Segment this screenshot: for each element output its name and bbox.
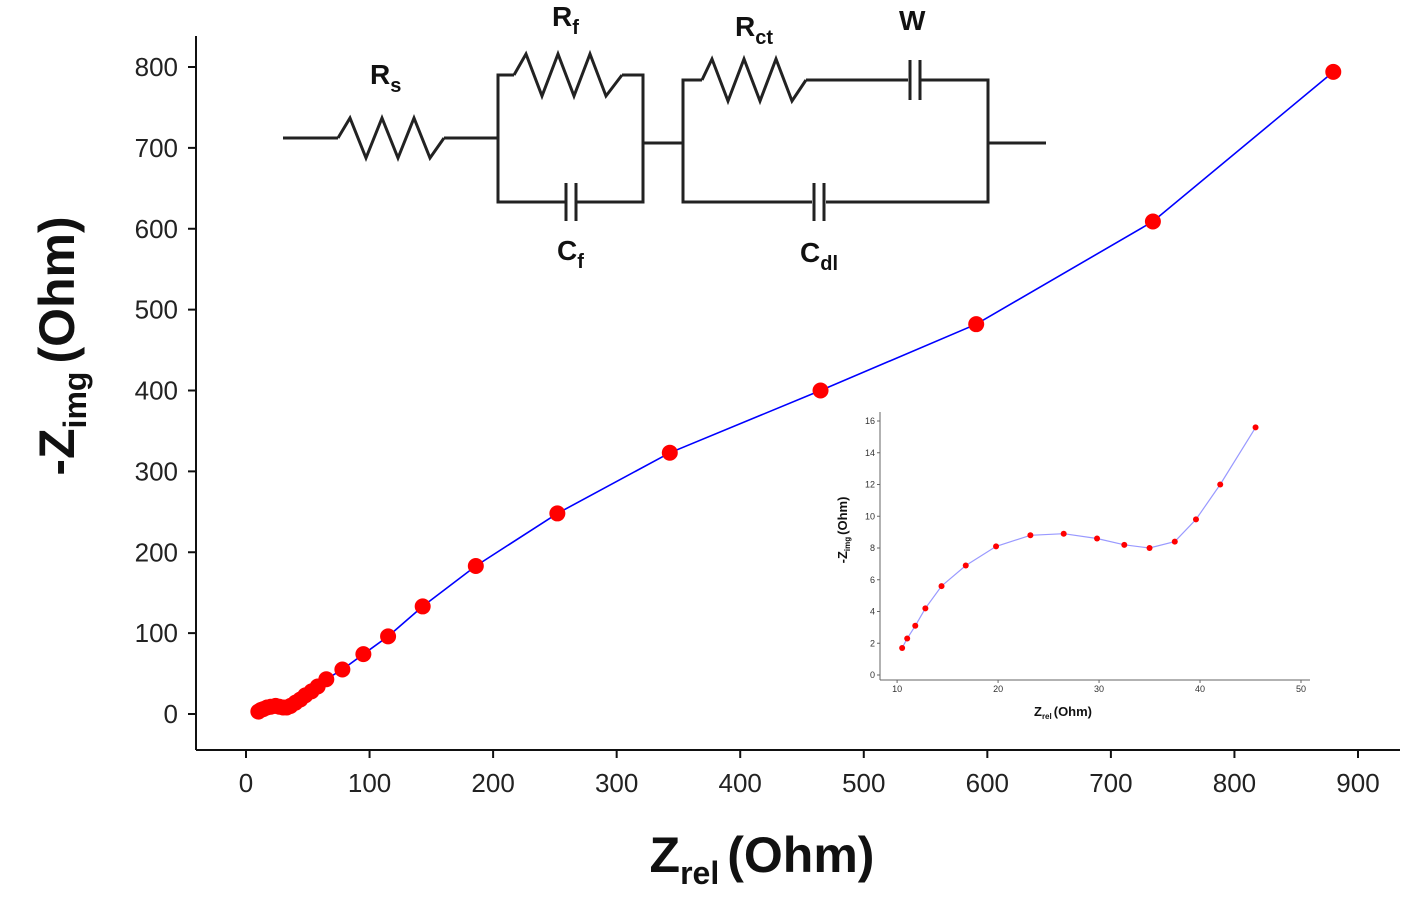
inset-x-tick-label: 40 (1195, 684, 1205, 694)
inset-y-tick-label: 16 (865, 416, 875, 426)
label-cdl: Cdl (800, 237, 838, 275)
y-tick-label: 600 (135, 214, 178, 244)
inset-data-point (1094, 535, 1101, 542)
inset-data-point (1217, 481, 1224, 488)
inset-y-tick-label: 0 (870, 670, 875, 680)
inset-x-axis-title: Zrel (Ohm) (1034, 704, 1092, 721)
y-axis-ticks: 0 100 200 300 400 500 600 700 800 (135, 52, 196, 729)
data-point (380, 628, 397, 645)
x-tick-label: 500 (842, 768, 885, 798)
x-tick-label: 100 (348, 768, 391, 798)
inset-series-line (901, 427, 1257, 649)
inset-y-axis-title: -Zimg(Ohm) (835, 497, 852, 564)
y-tick-label: 400 (135, 376, 178, 406)
inset-y-axis-ticks: 0 2 4 6 8 10 12 14 16 (865, 416, 880, 680)
inset-data-point (962, 562, 969, 569)
rf-cf-block-frame (496, 73, 645, 204)
main-axes: 0 100 200 300 400 500 600 700 800 900 01002003004… (135, 36, 1400, 798)
y-axis-title-unit: (Ohm) (29, 216, 85, 363)
inset-x-tick-label: 10 (892, 684, 902, 694)
inset-y-tick-label: 2 (870, 638, 875, 648)
data-point (968, 316, 985, 333)
data-point (334, 661, 351, 678)
y-tick-label: 800 (135, 52, 178, 82)
x-axis-title-sub: rel (680, 855, 719, 891)
inset-chart: 10 20 30 40 50 0 2 4 6 8 10 12 14 16 Zrel (Ohm) -Zimg… (835, 412, 1310, 721)
x-tick-label: 0 (239, 768, 253, 798)
inset-y-tick-label: 4 (870, 607, 875, 617)
resistor-rf (512, 49, 624, 101)
data-point (355, 646, 372, 663)
inset-data-point (1146, 545, 1153, 551)
inset-data-point (922, 605, 929, 612)
x-axis-title-unit: (Ohm) (727, 827, 874, 883)
inset-data-point (899, 645, 906, 652)
label-cf: Cf (557, 235, 584, 273)
inset-data-point (1171, 538, 1178, 545)
resistor-rs (336, 113, 446, 163)
y-tick-label: 300 (135, 456, 178, 486)
inset-y-tick-label: 10 (865, 511, 875, 521)
label-w: W (899, 5, 926, 36)
resistor-rct (700, 54, 808, 106)
main-series (250, 63, 1342, 720)
data-point (812, 382, 829, 399)
y-tick-label: 500 (135, 295, 178, 325)
x-axis-ticks: 0 100 200 300 400 500 600 700 800 900 (239, 750, 1380, 798)
inset-data-point (904, 635, 911, 642)
inset-data-point (1192, 516, 1199, 523)
inset-data-point (1252, 424, 1259, 431)
x-axis-title: Zrel (Ohm) (650, 827, 875, 891)
inset-data-point (993, 543, 1000, 550)
inset-y-tick-label: 14 (865, 448, 875, 458)
x-tick-label: 800 (1213, 768, 1256, 798)
x-axis-title-main: Z (650, 827, 681, 883)
x-tick-label: 200 (471, 768, 514, 798)
y-tick-label: 200 (135, 537, 178, 567)
inset-y-tick-label: 12 (865, 480, 875, 490)
inset-data-point (1027, 532, 1034, 539)
x-tick-label: 900 (1336, 768, 1379, 798)
data-point (661, 444, 678, 461)
inset-data-point (1060, 530, 1067, 537)
inset-y-tick-label: 8 (870, 543, 875, 553)
data-point (318, 671, 335, 688)
capacitor-cf (560, 183, 582, 221)
data-point (414, 598, 431, 615)
inset-data-point (1121, 541, 1128, 548)
inset-x-axis-ticks: 10 20 30 40 50 (892, 680, 1306, 694)
data-point (1144, 213, 1161, 230)
series-line (257, 71, 1334, 713)
data-point (549, 505, 566, 522)
x-tick-label: 400 (719, 768, 762, 798)
capacitor-cdl (812, 183, 826, 221)
inset-series (899, 424, 1259, 652)
y-tick-label: 0 (164, 699, 178, 729)
y-tick-label: 100 (135, 618, 178, 648)
y-axis-title: -Zimg (Ohm) (29, 216, 93, 475)
y-axis-title-main: -Z (29, 428, 85, 475)
x-tick-label: 700 (1089, 768, 1132, 798)
label-rct: Rct (735, 11, 773, 49)
data-point (1325, 63, 1342, 80)
equivalent-circuit: Rs Rf Cf Rct W Cdl (283, 1, 1046, 275)
label-rf: Rf (552, 1, 579, 39)
inset-y-tick-label: 6 (870, 575, 875, 585)
inset-x-tick-label: 50 (1296, 684, 1306, 694)
inset-data-point (938, 583, 945, 590)
rct-cdl-block-frame (681, 78, 990, 204)
inset-x-tick-label: 30 (1094, 684, 1104, 694)
x-tick-label: 300 (595, 768, 638, 798)
warburg-element (908, 60, 922, 100)
y-axis-title-sub: img (57, 372, 93, 429)
y-tick-label: 700 (135, 133, 178, 163)
x-tick-label: 600 (966, 768, 1009, 798)
inset-data-point (912, 622, 919, 629)
inset-x-tick-label: 20 (993, 684, 1003, 694)
label-rs: Rs (370, 59, 401, 97)
data-point (467, 557, 484, 574)
